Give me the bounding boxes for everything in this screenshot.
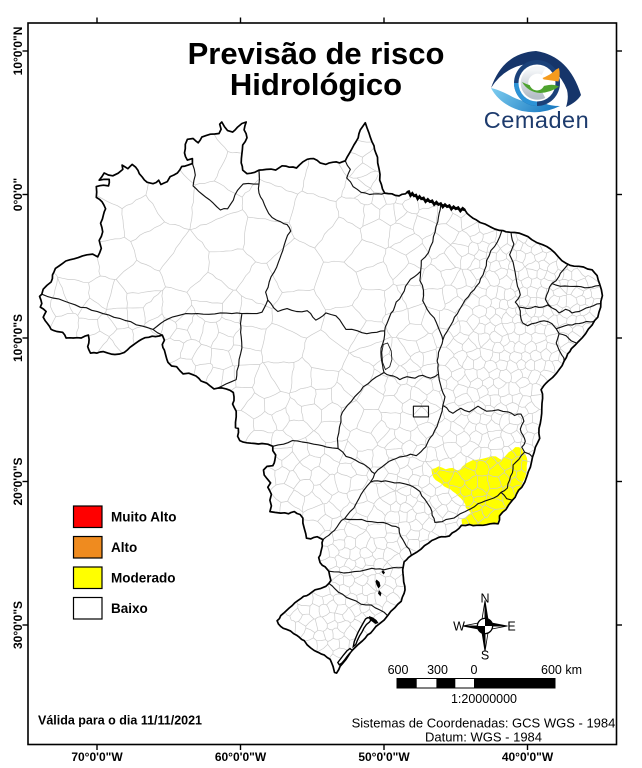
svg-text:W: W — [453, 620, 465, 634]
svg-text:S: S — [481, 649, 489, 663]
svg-text:Moderado: Moderado — [111, 571, 176, 586]
svg-text:40°0'0"W: 40°0'0"W — [502, 750, 554, 764]
svg-text:10°0'0"N: 10°0'0"N — [11, 27, 25, 76]
svg-text:300: 300 — [427, 663, 448, 677]
svg-text:Sistemas de Coordenadas: GCS W: Sistemas de Coordenadas: GCS WGS - 1984 — [352, 716, 616, 731]
svg-text:0°0'0": 0°0'0" — [11, 178, 25, 211]
svg-text:600: 600 — [388, 663, 409, 677]
svg-text:Hidrológico: Hidrológico — [230, 67, 402, 102]
svg-text:Válida para o dia 11/11/2021: Válida para o dia 11/11/2021 — [38, 714, 202, 728]
svg-text:20°0'0"S: 20°0'0"S — [11, 457, 25, 505]
svg-text:50°0'0"W: 50°0'0"W — [358, 750, 410, 764]
svg-text:Previsão de risco: Previsão de risco — [188, 36, 445, 71]
svg-text:Muito Alto: Muito Alto — [111, 510, 176, 525]
svg-text:Cemaden: Cemaden — [484, 107, 589, 133]
svg-text:600 km: 600 km — [541, 663, 582, 677]
svg-text:0: 0 — [471, 663, 478, 677]
svg-text:70°0'0"W: 70°0'0"W — [71, 750, 123, 764]
svg-text:E: E — [507, 620, 515, 634]
svg-text:Alto: Alto — [111, 540, 137, 555]
svg-text:60°0'0"W: 60°0'0"W — [215, 750, 267, 764]
svg-text:10°0'0"S: 10°0'0"S — [11, 314, 25, 362]
svg-text:1:20000000: 1:20000000 — [451, 692, 517, 706]
svg-text:30°0'0"S: 30°0'0"S — [11, 601, 25, 649]
svg-text:N: N — [480, 592, 489, 606]
svg-text:Datum: WGS - 1984: Datum: WGS - 1984 — [425, 730, 542, 745]
svg-text:Baixo: Baixo — [111, 601, 148, 616]
